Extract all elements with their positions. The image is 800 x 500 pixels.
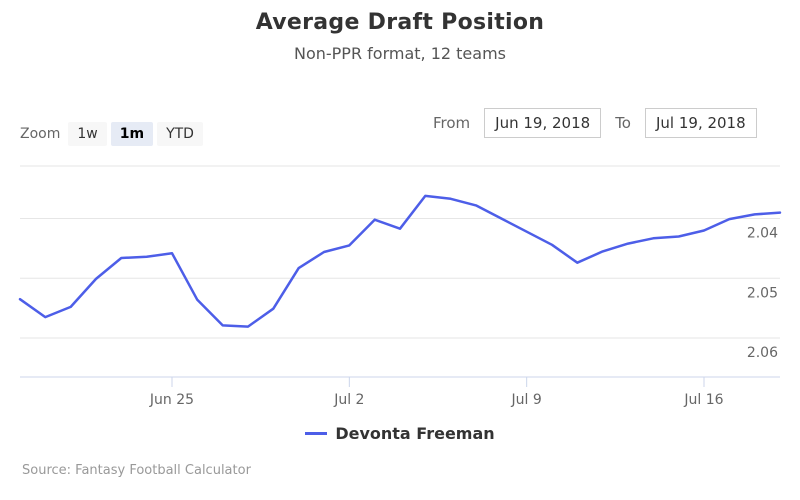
chart-title: Average Draft Position xyxy=(255,10,545,35)
zoom-controls: Zoom 1w 1m YTD xyxy=(20,122,207,146)
x-tick-label: Jul 16 xyxy=(683,392,723,408)
date-range-selector: From Jun 19, 2018 To Jul 19, 2018 xyxy=(433,108,757,138)
source-credit: Source: Fantasy Football Calculator xyxy=(22,463,251,478)
y-tick-label: 2.04 xyxy=(747,226,778,242)
zoom-label: Zoom xyxy=(20,126,61,142)
y-axis-ticks: 2.04 2.05 2.06 xyxy=(747,226,778,361)
legend-item-devonta-freeman: Devonta Freeman xyxy=(335,424,495,443)
legend-swatch xyxy=(305,432,328,435)
zoom-ytd-button[interactable]: YTD xyxy=(157,122,203,146)
x-tick-label: Jun 25 xyxy=(149,392,194,408)
x-axis: Jun 25 Jul 2 Jul 9 Jul 16 xyxy=(20,376,780,408)
y-tick-label: 2.05 xyxy=(747,285,778,301)
series-lines xyxy=(18,194,782,328)
from-label: From xyxy=(433,114,471,132)
to-date-input[interactable]: Jul 19, 2018 xyxy=(644,108,757,138)
grid-lines xyxy=(20,165,780,339)
to-label: To xyxy=(615,114,631,132)
chart-subtitle: Non-PPR format, 12 teams xyxy=(293,44,506,63)
series-line-0[interactable] xyxy=(18,194,782,328)
legend[interactable]: Devonta Freeman xyxy=(0,424,800,443)
x-tick-label: Jul 9 xyxy=(511,392,542,408)
x-tick-label: Jul 2 xyxy=(333,392,364,408)
from-date-input[interactable]: Jun 19, 2018 xyxy=(484,108,602,138)
y-tick-label: 2.06 xyxy=(747,345,778,361)
zoom-1m-button[interactable]: 1m xyxy=(110,122,154,146)
zoom-1w-button[interactable]: 1w xyxy=(68,122,107,146)
